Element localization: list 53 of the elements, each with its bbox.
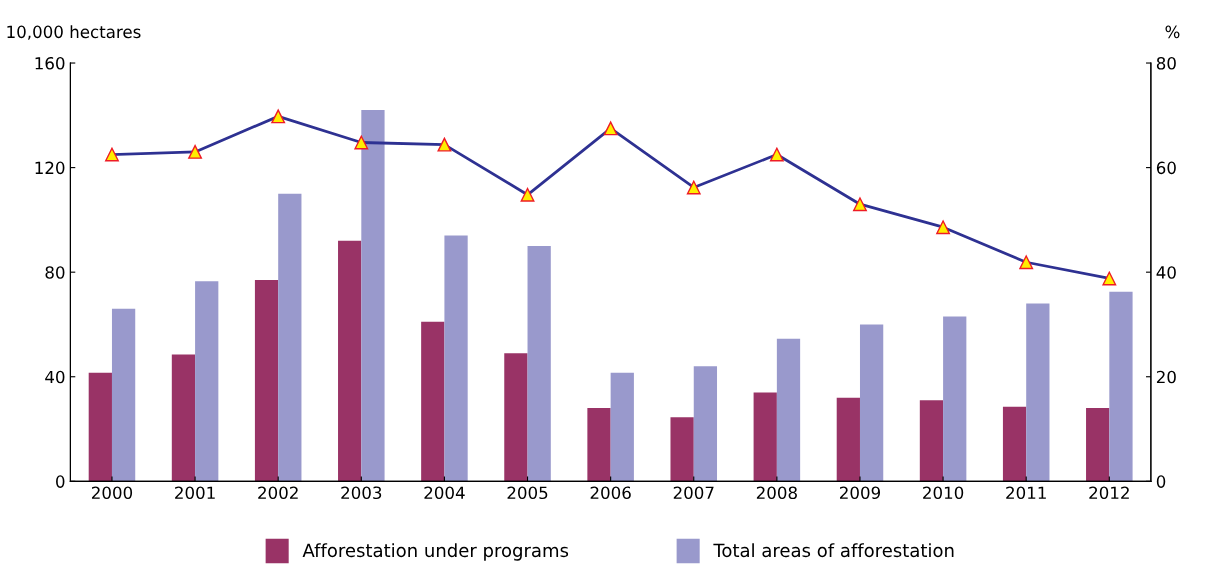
bar	[361, 110, 385, 482]
x-tick-label: 2001	[175, 486, 215, 500]
bar	[1026, 303, 1050, 482]
y-tick-label: 160	[35, 56, 65, 70]
bar	[444, 235, 468, 482]
y2-tick-label: 80	[1156, 56, 1176, 70]
bar	[1109, 291, 1133, 482]
x-tick-label: 2012	[1089, 486, 1129, 500]
x-tick-label: 2003	[341, 486, 382, 500]
bar	[171, 354, 196, 482]
bar	[776, 338, 801, 482]
x-tick-label: 2011	[1006, 486, 1046, 500]
x-tick-label: 2004	[424, 486, 465, 500]
x-tick-label: 2002	[258, 486, 298, 500]
x-tick-label: 2010	[923, 486, 964, 500]
bar	[693, 366, 718, 482]
bar	[278, 193, 302, 482]
x-tick-label: 2007	[673, 486, 714, 500]
y2-tick-label: 0	[1156, 475, 1166, 488]
x-tick-label: 2005	[507, 486, 548, 500]
y2-tick-label: 20	[1156, 370, 1176, 384]
bar	[859, 324, 884, 482]
x-tick-label: 2009	[839, 486, 881, 500]
legend-label: Afforestation under programs	[302, 543, 569, 561]
y2-tick-label: 40	[1156, 266, 1176, 279]
bar	[504, 353, 528, 482]
y-tick-label: 80	[45, 266, 65, 279]
bar	[195, 281, 219, 482]
bar	[943, 316, 967, 482]
y-tick-label: 0	[56, 475, 65, 488]
bar	[753, 392, 777, 482]
bar	[254, 280, 279, 482]
x-tick-label: 2008	[756, 486, 797, 500]
bar	[919, 400, 944, 482]
y-axis-title: 10,000 hectares	[7, 25, 141, 40]
bar	[527, 246, 551, 482]
bar	[836, 397, 860, 482]
bar	[1002, 406, 1027, 482]
bar	[587, 408, 611, 482]
bar	[610, 372, 634, 482]
x-tick-label: 2006	[590, 486, 631, 500]
bar	[111, 308, 136, 482]
y2-tick-label: 60	[1156, 161, 1176, 175]
y-tick-label: 120	[35, 161, 65, 175]
bar	[338, 240, 362, 482]
legend-label: Total areas of afforestation	[713, 543, 954, 558]
bar	[421, 321, 445, 482]
y-tick-label: 40	[45, 370, 65, 384]
bar	[88, 372, 112, 482]
x-tick-label: 2000	[91, 486, 133, 500]
y2-axis-title: %	[1165, 25, 1180, 39]
bar	[1086, 408, 1110, 482]
bar	[670, 417, 694, 482]
